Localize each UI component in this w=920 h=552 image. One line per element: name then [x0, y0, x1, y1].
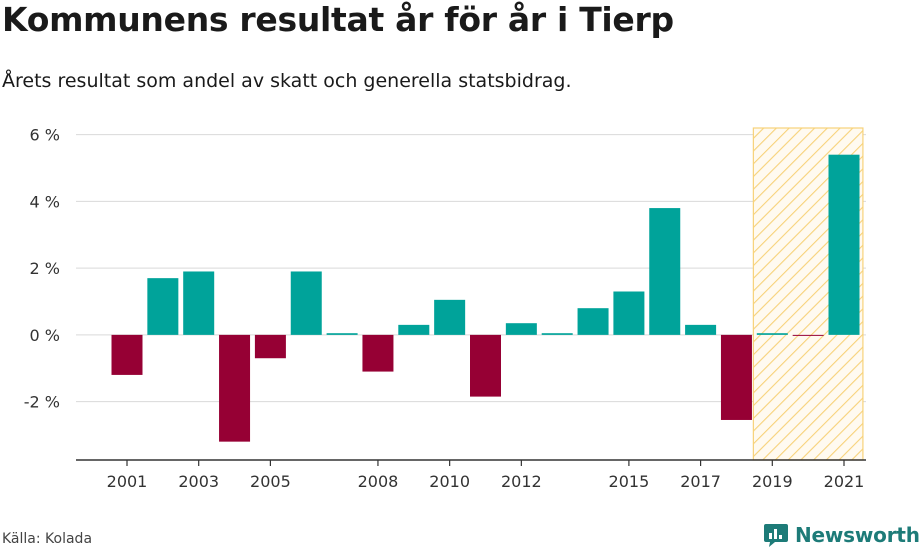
bar-2008[interactable]: [362, 334, 394, 372]
x-tick-label: 2015: [609, 472, 650, 491]
brand-name: Newsworthy: [795, 523, 920, 547]
bar-2011[interactable]: [470, 334, 501, 397]
x-tick-label: 2021: [824, 472, 865, 491]
bar-2018[interactable]: [720, 334, 752, 420]
bar-2004[interactable]: [219, 334, 251, 442]
x-tick-label: 2008: [358, 472, 399, 491]
chart-subtitle: Årets resultat som andel av skatt och ge…: [2, 70, 572, 92]
x-tick-label: 2017: [680, 472, 721, 491]
bar-2017[interactable]: [685, 324, 717, 335]
bar-2019[interactable]: [756, 333, 788, 335]
bar-2012[interactable]: [505, 323, 537, 335]
x-tick-label: 2012: [501, 472, 542, 491]
x-tick-label: 2003: [178, 472, 219, 491]
bar-2021[interactable]: [828, 154, 860, 335]
y-tick-label: 4 %: [30, 192, 60, 211]
y-tick-label: 2 %: [30, 259, 60, 278]
y-tick-label: -2 %: [24, 393, 60, 412]
bar-2001[interactable]: [111, 334, 143, 375]
x-tick-label: 2001: [107, 472, 148, 491]
newsworthy-brand[interactable]: Newsworthy: [763, 519, 920, 551]
x-tick-label: 2005: [250, 472, 291, 491]
bar-2020[interactable]: [792, 334, 824, 336]
bar-2003[interactable]: [183, 271, 215, 335]
x-tick-label: 2010: [429, 472, 470, 491]
bar-2007[interactable]: [326, 333, 358, 335]
y-tick-label: 0 %: [30, 326, 60, 345]
bar-2009[interactable]: [398, 324, 430, 335]
y-tick-label: 6 %: [30, 126, 60, 145]
chart-title: Kommunens resultat år för år i Tierp: [2, 0, 674, 39]
bar-2013[interactable]: [541, 333, 573, 335]
bar-2002[interactable]: [147, 278, 179, 335]
bar-2006[interactable]: [290, 271, 322, 335]
bar-2010[interactable]: [434, 299, 466, 335]
bar-2015[interactable]: [613, 291, 645, 335]
bar-2016[interactable]: [649, 208, 681, 335]
newsworthy-logo-icon: [764, 524, 788, 547]
bar-2005[interactable]: [254, 334, 286, 359]
x-tick-label: 2019: [752, 472, 793, 491]
source-note: Källa: Kolada: [2, 531, 93, 547]
bar-2014[interactable]: [577, 308, 609, 335]
